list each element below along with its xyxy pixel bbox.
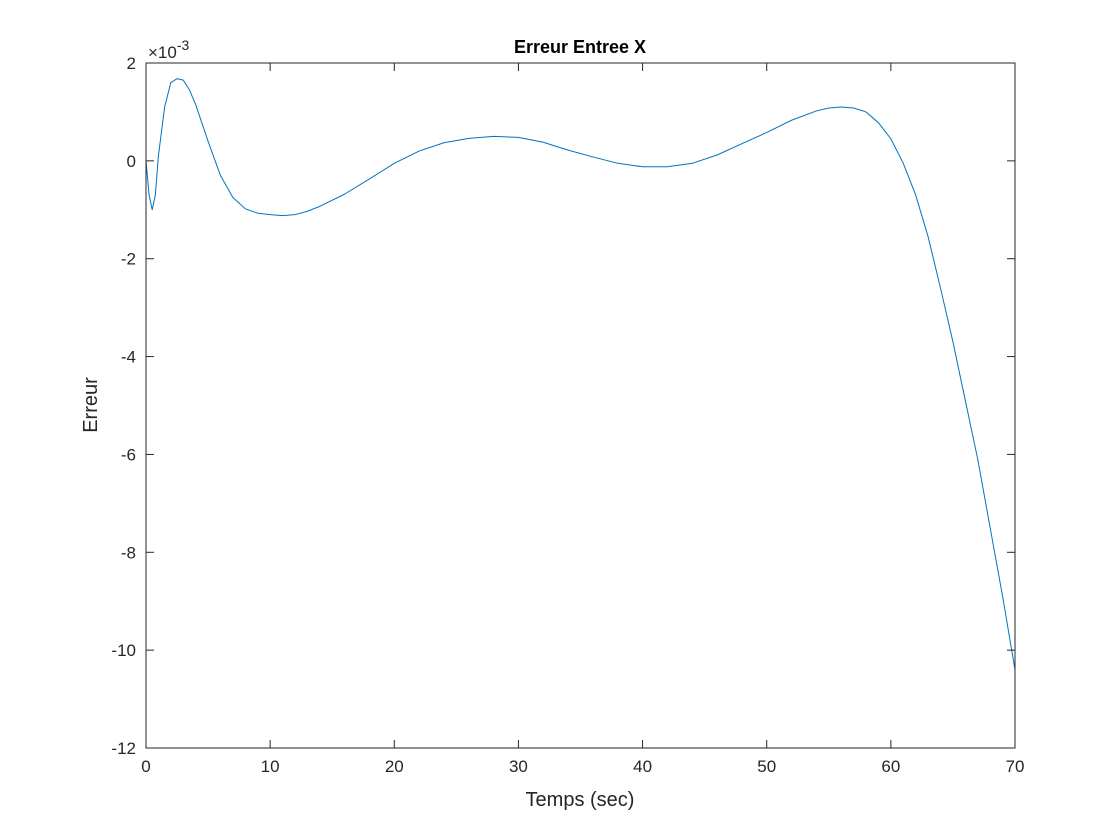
y-tick-label: 2	[127, 54, 136, 73]
series-layer	[145, 78, 1016, 670]
y-tick-label: 0	[127, 152, 136, 171]
y-exponent-power: -3	[177, 37, 190, 53]
chart-title: Erreur Entree X	[514, 37, 646, 57]
axes-box	[145, 62, 1016, 749]
x-tick-label: 40	[633, 757, 652, 776]
x-tick-label: 10	[261, 757, 280, 776]
y-exponent-label: ×10-3	[148, 37, 190, 62]
y-tick-label: -8	[121, 543, 136, 562]
plot-area	[146, 63, 1015, 748]
y-tick-label: -2	[121, 250, 136, 269]
y-axis-label: Erreur	[80, 377, 102, 433]
text-layer: Erreur Entree X Temps (sec) Erreur ×10-3…	[80, 37, 1024, 811]
y-exponent-base: ×10	[148, 43, 177, 62]
x-tick-label: 30	[509, 757, 528, 776]
series-line-0	[145, 78, 1016, 670]
x-tick-label: 50	[757, 757, 776, 776]
x-tick-label: 60	[881, 757, 900, 776]
y-tick-label: -12	[111, 739, 136, 758]
x-axis-label: Temps (sec)	[526, 789, 635, 811]
x-tick-label: 0	[141, 757, 150, 776]
y-tick-label: -6	[121, 445, 136, 464]
x-tick-label: 20	[385, 757, 404, 776]
y-tick-label: -4	[121, 348, 136, 367]
x-tick-label: 70	[1006, 757, 1025, 776]
axes-layer	[145, 62, 1016, 749]
y-tick-label: -10	[111, 641, 136, 660]
